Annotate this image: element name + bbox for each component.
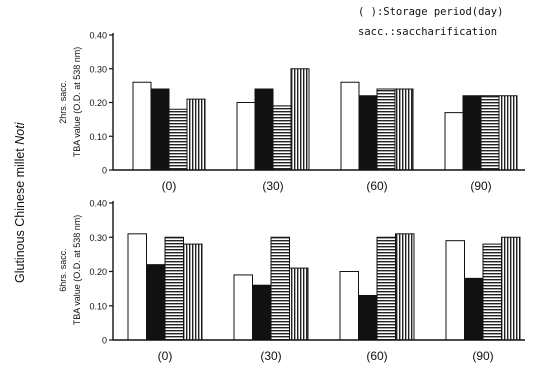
- y-tick-label: 0.30: [89, 64, 107, 74]
- bar-(0)-white: [127, 233, 147, 341]
- y-axis-label-line2: TBA value (O.D. at 538 nm): [72, 47, 82, 158]
- y-tick-label: 0.40: [89, 199, 107, 209]
- bar-(90)-black: [462, 95, 482, 171]
- bar-(90)-vertical-lines: [498, 95, 518, 171]
- chart-panel-2hrs: 2hrs. sacc. TBA value (O.D. at 538 nm) 0 0.…: [58, 31, 525, 193]
- bar-(0)-black: [146, 264, 166, 341]
- legend-storage-note: ( ):Storage period(day): [358, 6, 504, 18]
- y-tick-label: 0.40: [89, 31, 107, 41]
- bar-(90)-horizontal-lines: [480, 95, 500, 171]
- bar-(30)-vertical-lines: [289, 267, 309, 341]
- bar-(60)-horizontal-lines: [376, 236, 396, 341]
- y-axis-label-line1: 6hrs. sacc.: [58, 248, 68, 292]
- bar-(0)-horizontal-lines: [168, 108, 188, 171]
- bar-(90)-horizontal-lines: [482, 243, 502, 341]
- y-axis-label-line1: 2hrs. sacc.: [58, 80, 68, 124]
- bar-(0)-black: [150, 88, 170, 171]
- bar-(90)-vertical-lines: [501, 236, 521, 341]
- bar-(60)-white: [339, 271, 359, 341]
- x-category-label: (60): [366, 349, 387, 363]
- bar-(90)-white: [444, 112, 464, 171]
- bar-(60)-black: [358, 294, 378, 341]
- bar-(0)-vertical-lines: [183, 243, 203, 341]
- legend-sacc-note: sacc.:saccharification: [358, 26, 498, 38]
- bar-(0)-horizontal-lines: [164, 236, 184, 341]
- y-axis-label-line2: TBA value (O.D. at 538 nm): [72, 215, 82, 326]
- y-tick-label: 0.10: [89, 301, 107, 311]
- x-category-label: (0): [158, 349, 173, 363]
- bar-(30)-horizontal-lines: [270, 236, 290, 341]
- bar-(90)-black: [464, 277, 484, 341]
- x-category-label: (90): [472, 349, 493, 363]
- x-category-label: (60): [366, 179, 387, 193]
- x-category-label: (0): [162, 179, 177, 193]
- bar-(30)-white: [236, 102, 256, 171]
- chart-panel-6hrs: 6hrs. sacc. TBA value (O.D. at 538 nm) 0 0.…: [58, 199, 525, 363]
- y-tick-label: 0.20: [89, 98, 107, 108]
- bar-(30)-vertical-lines: [290, 68, 310, 171]
- bar-(60)-vertical-lines: [395, 233, 415, 341]
- y-tick-label: 0.30: [89, 233, 107, 243]
- bar-(30)-black: [254, 88, 274, 171]
- bar-(30)-black: [252, 284, 272, 341]
- bar-(30)-white: [233, 274, 253, 341]
- bar-(60)-white: [340, 81, 360, 171]
- x-category-label: (30): [260, 349, 281, 363]
- bar-(60)-horizontal-lines: [376, 88, 396, 171]
- x-category-label: (90): [470, 179, 491, 193]
- bar-(30)-horizontal-lines: [272, 105, 292, 171]
- bar-(0)-white: [132, 81, 152, 171]
- y-tick-label: 0: [102, 166, 107, 176]
- x-category-label: (30): [262, 179, 283, 193]
- y-tick-label: 0.20: [89, 267, 107, 277]
- bar-(60)-vertical-lines: [394, 88, 414, 171]
- bar-(60)-black: [358, 95, 378, 171]
- bar-(90)-white: [445, 240, 465, 341]
- bar-(0)-vertical-lines: [186, 98, 206, 171]
- y-tick-label: 0.10: [89, 132, 107, 142]
- y-tick-label: 0: [102, 336, 107, 346]
- side-title: Glutinous Chinese millet Noti: [13, 121, 27, 283]
